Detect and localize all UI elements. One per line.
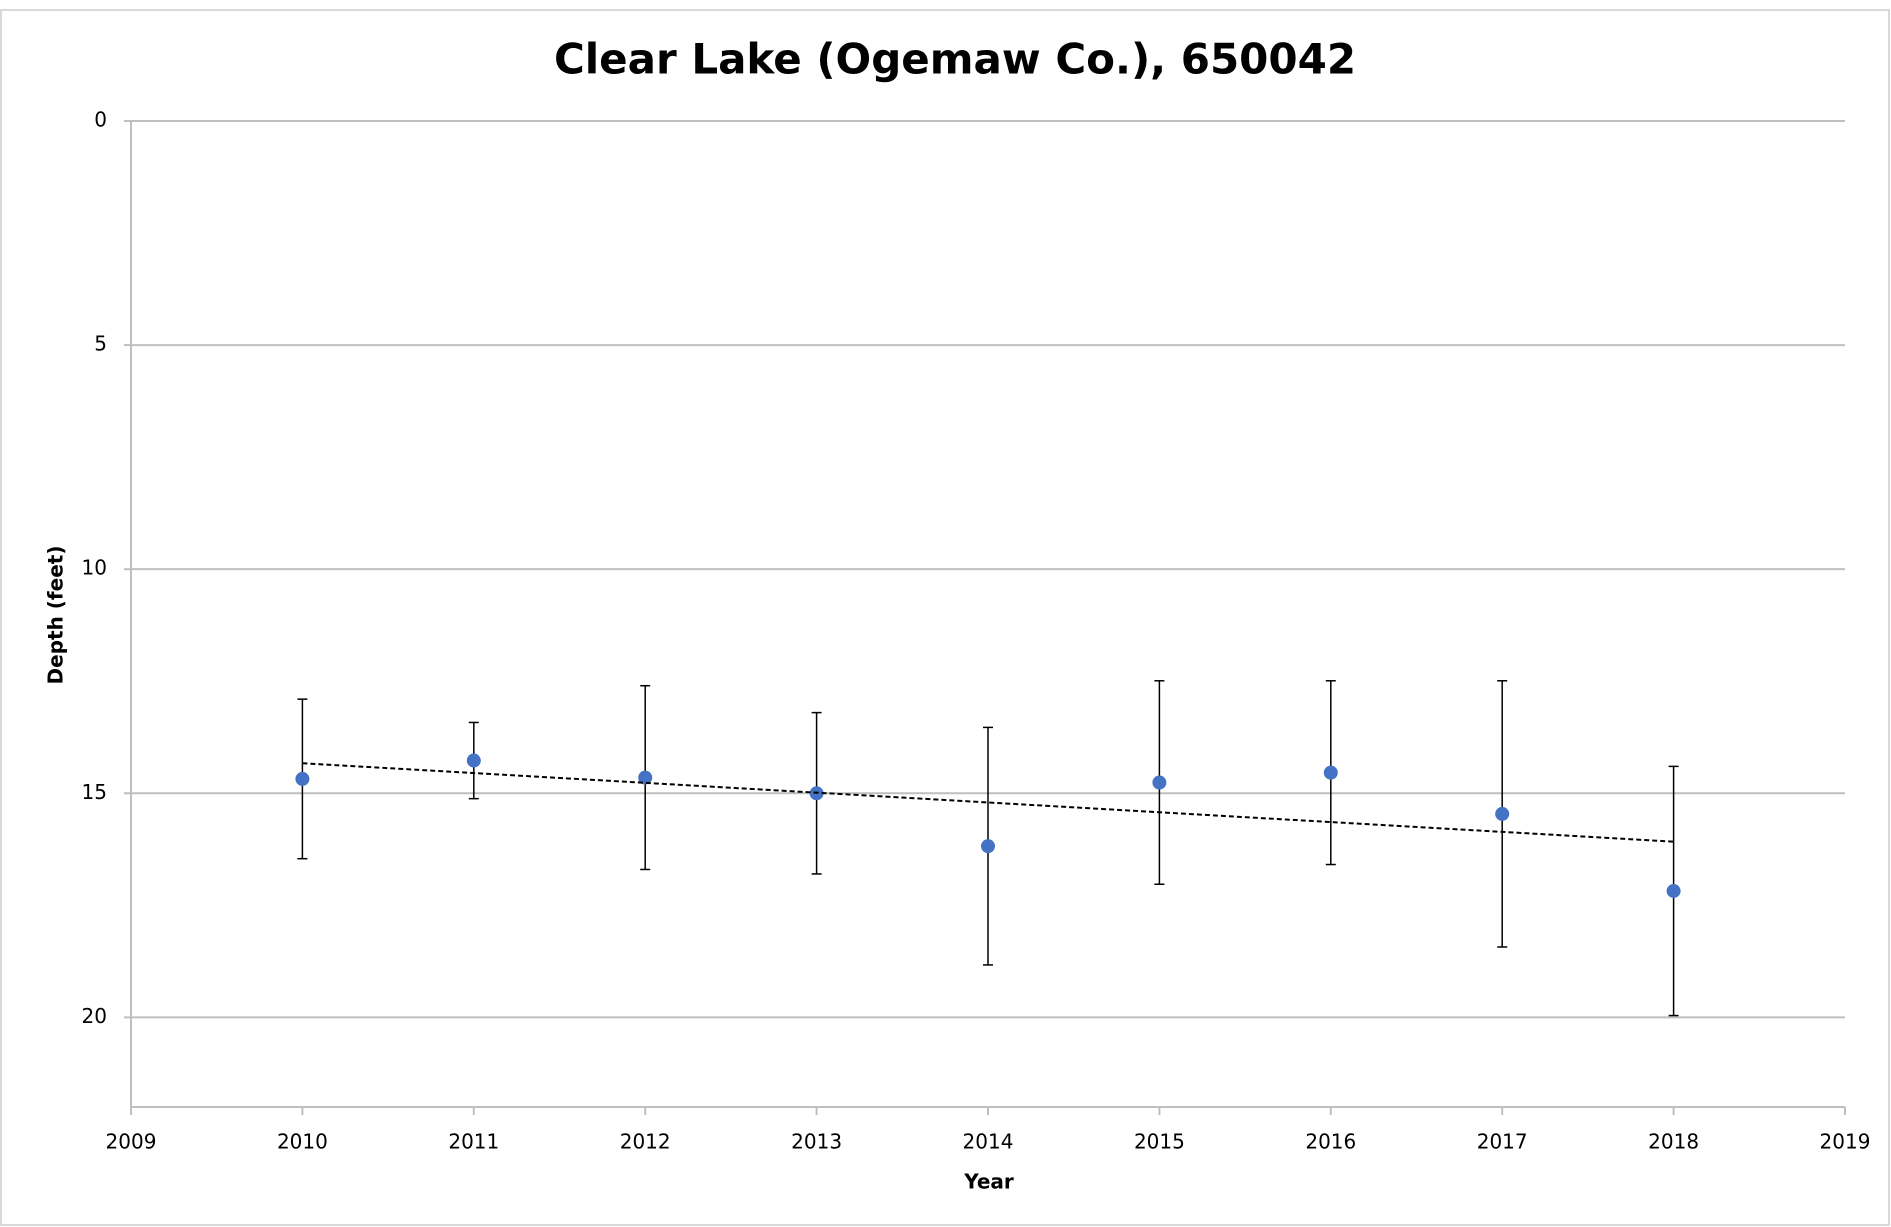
x-tick-label: 2010 — [277, 1130, 328, 1154]
y-axis-title: Depth (feet) — [44, 546, 68, 685]
y-tick-label: 0 — [94, 108, 107, 132]
y-tick-label: 15 — [82, 780, 107, 804]
x-tick-label: 2014 — [963, 1130, 1014, 1154]
x-tick-label: 2018 — [1648, 1130, 1699, 1154]
data-point — [1323, 765, 1338, 780]
data-point — [1666, 883, 1681, 898]
data-point — [295, 771, 310, 786]
chart-frame — [0, 9, 1890, 1226]
chart-title: Clear Lake (Ogemaw Co.), 650042 — [554, 35, 1356, 84]
x-tick-label: 2019 — [1820, 1130, 1871, 1154]
x-tick-label: 2013 — [791, 1130, 842, 1154]
y-tick-label: 10 — [82, 556, 107, 580]
y-tick-label: 20 — [82, 1004, 107, 1028]
x-tick-label: 2011 — [448, 1130, 499, 1154]
data-point — [466, 753, 481, 768]
data-point — [638, 770, 653, 785]
data-point — [981, 839, 995, 854]
y-tick-label: 5 — [94, 332, 107, 356]
data-point — [1152, 775, 1167, 790]
x-tick-label: 2017 — [1477, 1130, 1528, 1154]
data-point — [1495, 806, 1510, 821]
x-axis-title: Year — [963, 1170, 1014, 1194]
x-tick-label: 2009 — [106, 1130, 157, 1154]
trendline — [302, 762, 1674, 843]
x-tick-label: 2016 — [1305, 1130, 1356, 1154]
x-tick-label: 2015 — [1134, 1130, 1185, 1154]
x-tick-label: 2012 — [620, 1130, 671, 1154]
